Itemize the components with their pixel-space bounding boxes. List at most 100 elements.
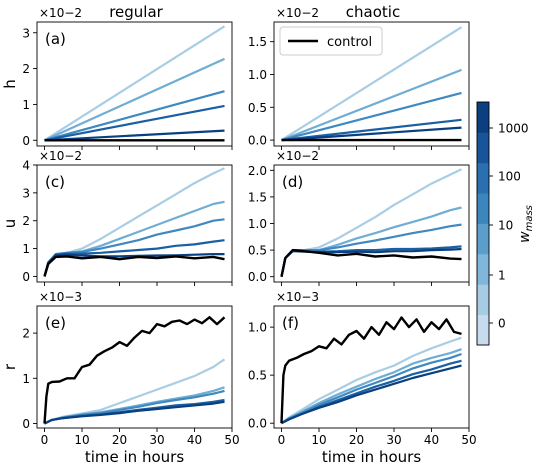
y-tick-label: 0.5 (248, 369, 267, 383)
axes-frame (273, 305, 470, 429)
panel-label: (c) (45, 173, 65, 191)
y-tick-label: 3 (22, 186, 30, 200)
series-line-blue-2 (281, 68, 462, 142)
y-tick-label: 0.0 (248, 270, 267, 284)
series-line-blue-5 (44, 129, 225, 142)
series-line-blue-1 (43, 167, 225, 277)
axes-frame (273, 164, 470, 283)
series-line-blue-1 (280, 26, 463, 142)
colorbar-segment (477, 193, 489, 224)
y-tick-label: 1 (22, 98, 30, 112)
y-tick-label: 2 (22, 62, 30, 76)
series-line-blue-3 (44, 90, 225, 142)
y-tick-label: 4 (22, 159, 30, 173)
axis-multiplier: ×10−2 (276, 6, 319, 20)
series-line-blue-1 (43, 25, 226, 142)
y-axis-label: u (1, 219, 19, 229)
series-line-blue-5 (281, 364, 462, 425)
y-tick-label: 3 (22, 26, 30, 40)
panel-label: (d) (282, 173, 303, 191)
colorbar-segment (477, 314, 489, 346)
axis-multiplier: ×10−2 (39, 6, 82, 20)
x-tick-label: 30 (386, 433, 401, 447)
panel-e: 0 10 20 30 40 50 0 1 2 ×10−3 (e) r time in hours (1, 290, 240, 466)
series-line-blue-2 (43, 200, 225, 277)
colorbar-segment (477, 284, 489, 316)
y-tick-label: 0.5 (248, 101, 267, 115)
x-tick-label: 40 (187, 433, 202, 447)
axis-multiplier: ×10−3 (39, 290, 82, 304)
series-line-blue-2 (44, 57, 225, 142)
x-tick-label: 20 (112, 433, 127, 447)
y-tick-label: 1.0 (248, 68, 267, 82)
series-line-blue-3 (43, 218, 225, 277)
panel-c: 0 1 2 3 4 ×10−2 (c) u (1, 149, 233, 286)
series-line-blue-4 (281, 118, 462, 142)
x-tick-label: 10 (311, 433, 326, 447)
legend-label-control: control (327, 35, 372, 50)
axes-frame (36, 305, 233, 429)
series-line-control (43, 255, 225, 277)
x-tick-label: 50 (461, 433, 476, 447)
colorbar-tick-label: 100 (498, 170, 521, 184)
colorbar-tick-label: 1 (498, 269, 506, 283)
column-title-chaotic: chaotic (346, 3, 400, 21)
series-line-blue-1 (44, 358, 226, 425)
legend: control (279, 26, 383, 56)
panel-f: 0 10 20 30 40 50 0.0 0.5 1.0 ×10−3 (f) time in hour… (248, 290, 477, 466)
y-tick-label: 1 (22, 242, 30, 256)
y-tick-label: 2 (22, 327, 30, 341)
y-tick-label: 2 (22, 214, 30, 228)
axis-multiplier: ×10−3 (276, 290, 319, 304)
y-tick-label: 0 (22, 417, 30, 431)
y-tick-label: 1.5 (248, 190, 267, 204)
colorbar-tick-label: 10 (498, 219, 513, 233)
y-tick-label: 1.0 (248, 321, 267, 335)
axes-frame (273, 21, 470, 147)
series-line-blue-5 (43, 253, 225, 277)
y-axis-label: r (1, 363, 19, 370)
y-tick-label: 2.0 (248, 164, 267, 178)
panel-d: 0.0 0.5 1.0 1.5 2.0 ×10−2 (d) (248, 149, 470, 286)
y-tick-label: 1.5 (248, 35, 267, 49)
colorbar-segment (477, 162, 489, 194)
panels: 0123×10−2(a)h0.00.51.01.5×10−2(b)control… (1, 6, 477, 466)
x-tick-label: 40 (424, 433, 439, 447)
y-tick-label: 0 (22, 270, 30, 284)
colorbar: 0 1 10 100 1000 wmass (476, 101, 535, 346)
colorbar-segment (477, 132, 489, 164)
axes-frame (36, 21, 233, 147)
colorbar-frame (476, 101, 490, 346)
series-line-blue-5 (280, 247, 462, 277)
x-tick-label: 0 (278, 433, 286, 447)
x-tick-label: 0 (41, 433, 49, 447)
x-tick-label: 30 (149, 433, 164, 447)
series-line-blue-5 (281, 126, 462, 142)
panel-label: (a) (45, 30, 66, 48)
series-line-blue-5 (44, 400, 225, 425)
column-title-regular: regular (109, 3, 163, 21)
x-tick-label: 50 (224, 433, 239, 447)
colorbar-tick-label: 0 (498, 317, 506, 331)
panel-b: 0.00.51.01.5×10−2(b)control (248, 6, 470, 150)
x-tick-label: 20 (349, 433, 364, 447)
series-line-blue-1 (280, 336, 462, 425)
colorbar-segment (477, 223, 489, 255)
axes-frame (36, 164, 233, 283)
series-line-control (280, 316, 462, 424)
colorbar-tick-label: 1000 (498, 122, 529, 136)
x-tick-label: 10 (74, 433, 89, 447)
panel-label: (e) (45, 314, 66, 332)
series-line-blue-4 (281, 359, 462, 425)
y-axis-label: h (1, 79, 19, 89)
colorbar-label: wmass (517, 205, 535, 243)
panel-a: 0 1 2 3 ×10−2 (a) h (1, 6, 233, 150)
y-tick-label: 1.0 (248, 217, 267, 231)
series-line-control (280, 248, 462, 277)
series-line-control (43, 316, 226, 424)
colorbar-segment (477, 253, 489, 285)
axis-multiplier: ×10−2 (39, 149, 82, 163)
x-axis-label: time in hours (322, 448, 421, 466)
x-axis-label: time in hours (85, 448, 184, 466)
